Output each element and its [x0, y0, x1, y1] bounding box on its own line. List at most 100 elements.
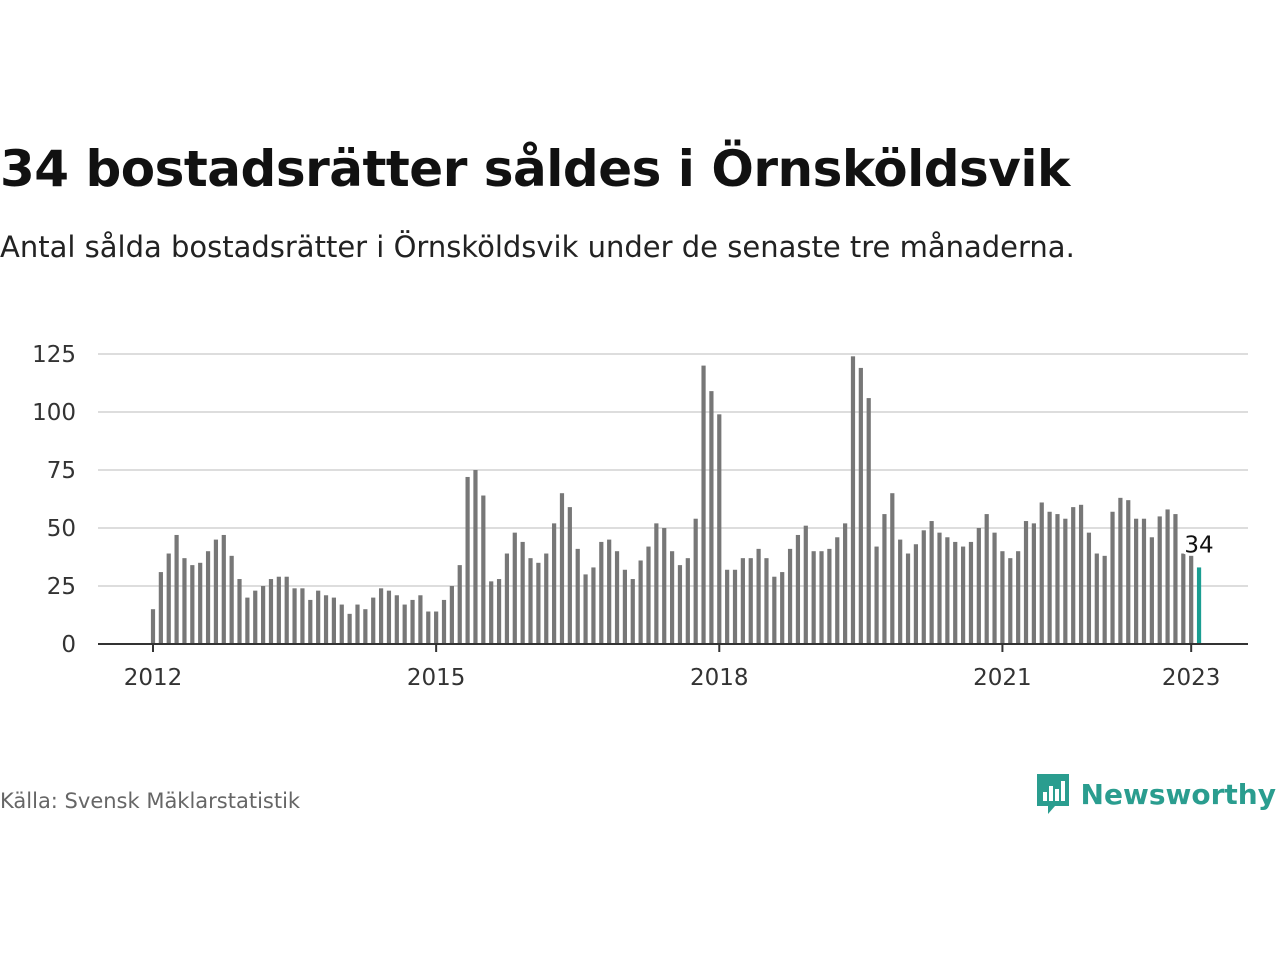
bars: [150, 356, 1202, 644]
bar: [764, 558, 769, 644]
bar: [473, 470, 478, 644]
bar: [709, 391, 714, 644]
bar: [378, 588, 384, 644]
y-tick-label: 75: [47, 458, 76, 484]
x-tick-label: 2012: [124, 665, 183, 691]
bar: [677, 565, 683, 644]
bar: [394, 595, 399, 644]
bar: [363, 609, 368, 644]
bar: [1016, 551, 1021, 644]
bar: [599, 541, 604, 644]
bar: [544, 553, 549, 644]
bar: [693, 518, 698, 644]
bar: [1181, 553, 1186, 644]
chart-subtitle: Antal sålda bostadsrätter i Örnsköldsvik…: [0, 230, 1075, 264]
bar: [371, 597, 376, 644]
bar: [937, 532, 942, 644]
bar: [725, 569, 730, 644]
y-tick-label: 50: [47, 516, 76, 542]
bar: [1078, 504, 1084, 644]
bar: [780, 572, 785, 644]
bar: [913, 544, 919, 644]
bar: [575, 548, 580, 644]
bar: [614, 551, 620, 644]
bar: [890, 493, 895, 644]
bar: [669, 551, 675, 644]
bar: [229, 555, 234, 644]
bar: [347, 613, 352, 644]
bar: [976, 528, 981, 644]
source-note: Källa: Svensk Mäklarstatistik: [0, 789, 301, 813]
bar: [984, 514, 989, 644]
bar: [559, 493, 565, 644]
bar: [787, 548, 793, 644]
bar: [646, 546, 651, 644]
bar: [701, 365, 706, 644]
bar: [945, 537, 950, 644]
bar: [630, 579, 635, 644]
bar-chart-speech-icon: [1036, 774, 1069, 814]
y-tick-label: 125: [32, 342, 76, 368]
bar: [355, 604, 360, 644]
bar: [434, 611, 439, 644]
bar: [1134, 518, 1139, 644]
bar-latest: [1196, 567, 1202, 644]
bar: [308, 599, 313, 644]
bar: [1189, 555, 1194, 644]
bar: [591, 567, 596, 644]
y-axis-ticks: 0 25 50 75 100 125: [32, 342, 76, 658]
bar: [1141, 518, 1147, 644]
bar: [1110, 511, 1115, 644]
bar: [386, 590, 392, 644]
bar: [496, 579, 502, 644]
x-axis-ticks: 2012 2015 2018 2021 2023: [124, 644, 1220, 691]
bar: [150, 609, 156, 644]
bar: [221, 534, 226, 644]
bar: [441, 599, 447, 644]
data-labels: 34: [1182, 530, 1216, 561]
x-tick-label: 2015: [407, 665, 466, 691]
bar: [960, 546, 966, 644]
bar: [1023, 521, 1029, 644]
bar: [583, 574, 588, 644]
bar: [732, 569, 738, 644]
bar: [968, 541, 974, 644]
bar: [921, 530, 926, 644]
x-tick-label: 2018: [690, 665, 749, 691]
bar: [905, 553, 911, 644]
bar: [819, 551, 824, 644]
bar: [418, 595, 423, 644]
bar: [449, 586, 454, 644]
bar: [253, 590, 258, 644]
bar: [323, 595, 329, 644]
bar: [1094, 553, 1099, 644]
bar: [638, 560, 643, 644]
bar: [811, 551, 816, 644]
bar: [245, 597, 250, 644]
bar: [339, 604, 344, 644]
bar: [198, 562, 203, 644]
bar: [552, 523, 557, 644]
y-tick-label: 25: [47, 574, 76, 600]
bar: [953, 541, 958, 644]
brand-name: Newsworthy: [1080, 777, 1276, 811]
bar: [1000, 551, 1005, 644]
chart-title: 34 bostadsrätter såldes i Örnsköldsvik: [0, 140, 1070, 198]
bar: [457, 565, 462, 644]
bar: [174, 534, 179, 644]
bar: [1165, 509, 1170, 644]
bar: [748, 558, 753, 644]
x-tick-label: 2021: [973, 665, 1032, 691]
bar: [402, 604, 407, 644]
bar: [1102, 555, 1107, 644]
bar: [292, 588, 297, 644]
bar: [205, 551, 211, 644]
bar: [512, 532, 517, 644]
y-tick-label: 100: [32, 400, 76, 426]
bar: [1126, 500, 1131, 644]
bar: [717, 414, 722, 644]
bar: [756, 548, 761, 644]
bar: [300, 588, 305, 644]
bar: [622, 569, 627, 644]
